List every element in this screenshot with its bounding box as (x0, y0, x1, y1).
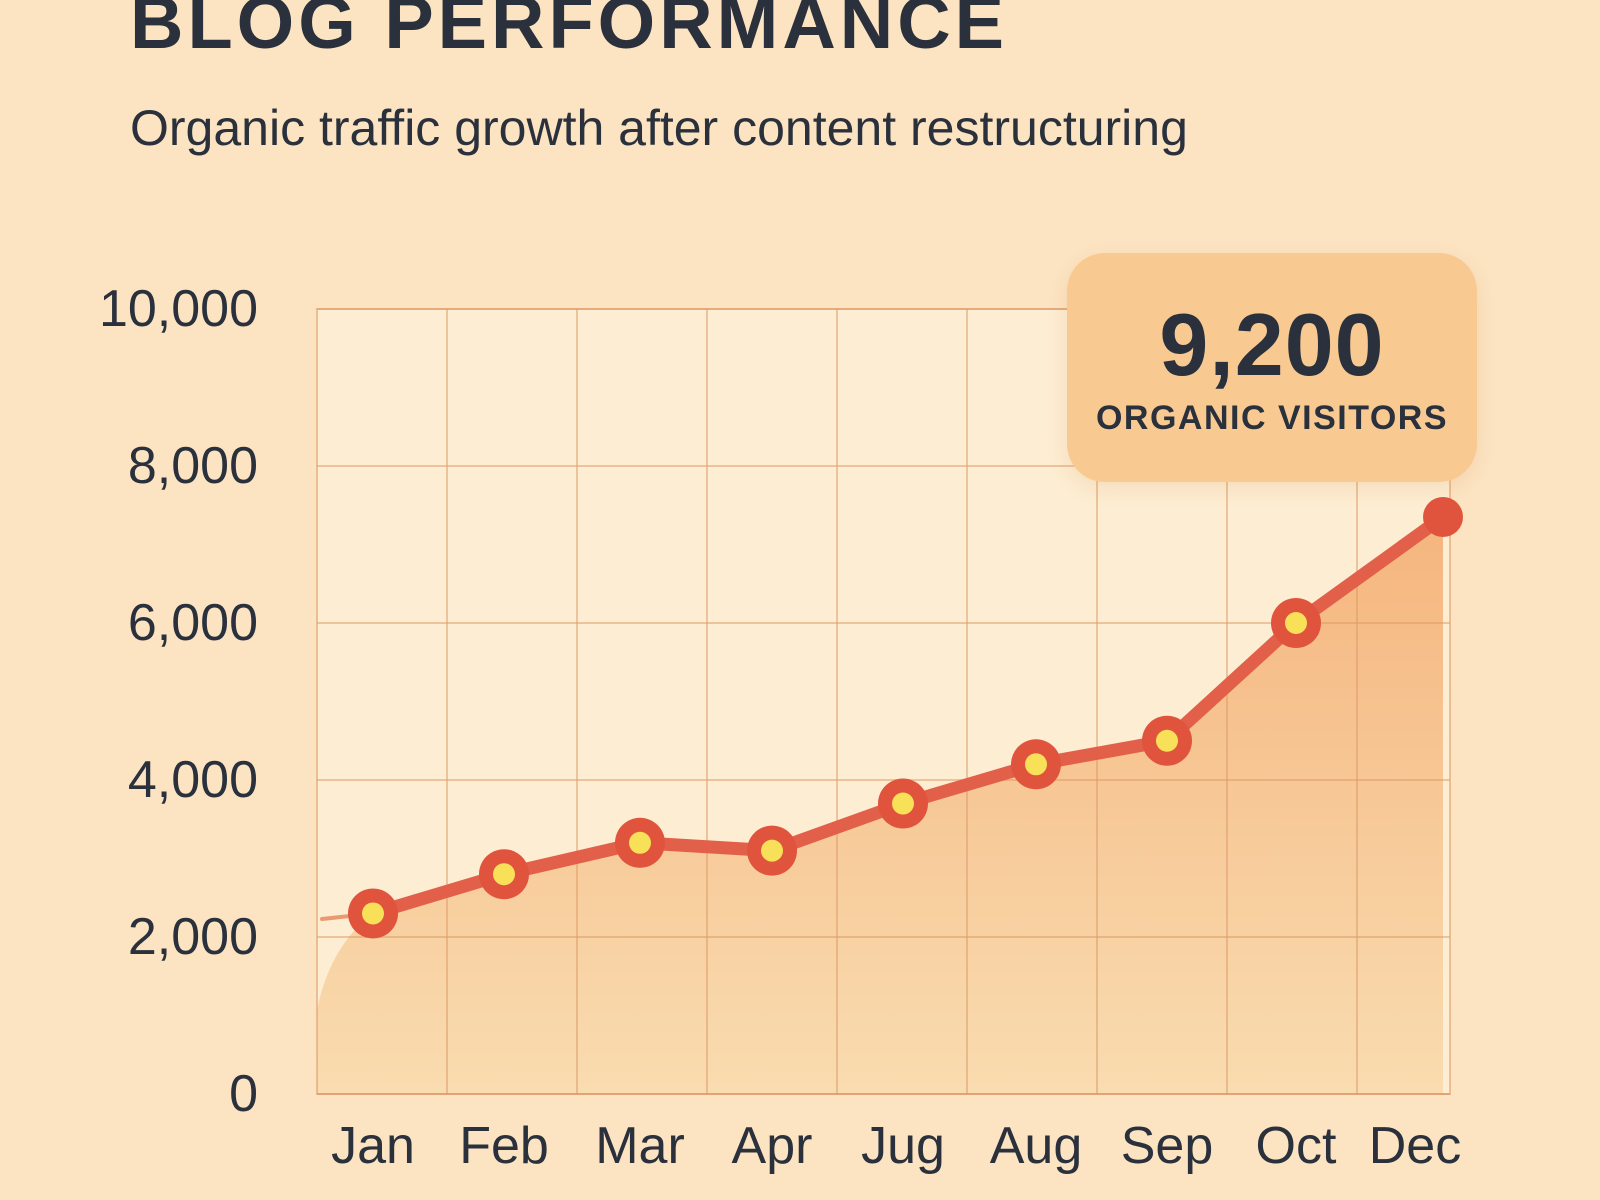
y-tick-label: 4,000 (127, 751, 258, 809)
page-title: BLOG PERFORMANCE (130, 0, 1008, 64)
data-point-center-sep (1156, 729, 1178, 752)
x-tick-label: Oct (1255, 1117, 1337, 1175)
data-point-center-apr (761, 839, 783, 862)
y-tick-label: 10,000 (98, 280, 258, 338)
x-tick-label: Sep (1120, 1117, 1214, 1175)
data-point-center-feb (493, 863, 515, 886)
data-point-center-mar (629, 831, 651, 854)
x-tick-label: Aug (989, 1117, 1083, 1175)
y-tick-label: 6,000 (127, 594, 258, 652)
y-tick-label: 2,000 (127, 908, 258, 966)
x-tick-label: Jan (331, 1117, 415, 1175)
x-tick-label: Apr (731, 1117, 813, 1175)
data-point-dec (1423, 497, 1463, 538)
y-tick-label: 8,000 (127, 437, 258, 495)
stat-label: ORGANIC VISITORS (1095, 398, 1449, 437)
data-point-center-jan (362, 902, 384, 925)
x-tick-label: Dec (1368, 1117, 1462, 1175)
plot-border (316, 308, 1451, 1095)
data-point-center-jug (892, 792, 914, 815)
stat-badge: 9,200 ORGANIC VISITORS (1067, 253, 1477, 482)
x-tick-label: Mar (595, 1117, 685, 1175)
x-tick-label: Jug (861, 1117, 945, 1175)
area-fill (317, 517, 1443, 1094)
stat-value: 9,200 (1159, 294, 1385, 394)
x-tick-label: Feb (459, 1117, 549, 1175)
page-subtitle: Organic traffic growth after content res… (130, 100, 1188, 156)
data-point-center-oct (1285, 612, 1307, 634)
y-tick-label: 0 (229, 1065, 258, 1123)
data-point-center-aug (1025, 753, 1047, 776)
